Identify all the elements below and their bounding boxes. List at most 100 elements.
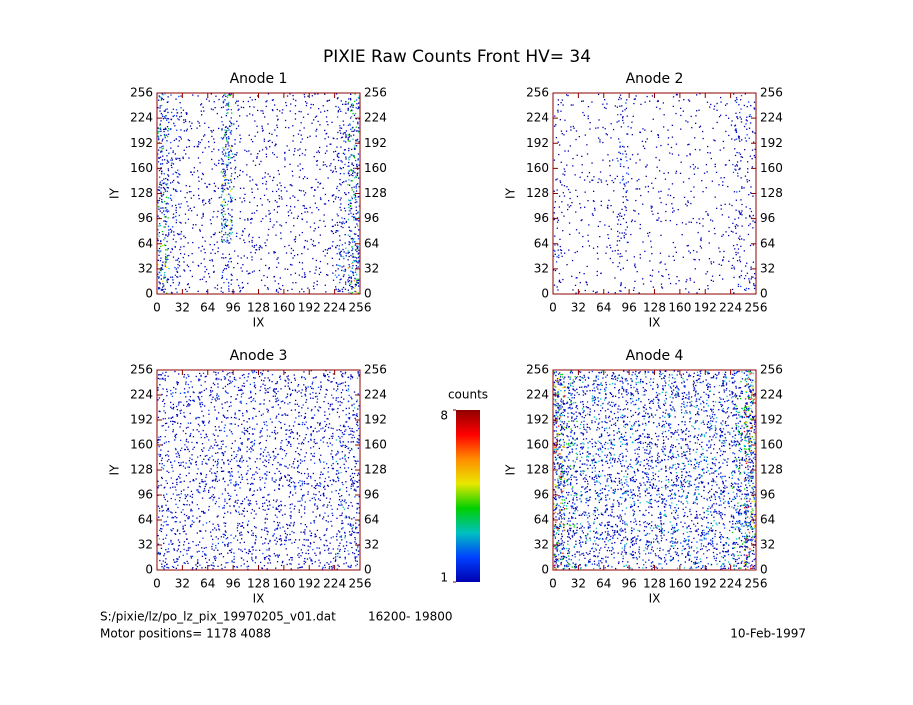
count-dot — [555, 137, 557, 139]
count-dot — [324, 564, 326, 566]
count-dot — [672, 96, 675, 98]
count-dot — [177, 382, 179, 384]
count-dot — [178, 373, 180, 375]
count-dot — [341, 436, 343, 438]
count-dot — [329, 442, 331, 444]
count-dot — [685, 281, 687, 283]
count-dot — [291, 170, 293, 172]
count-dot — [620, 283, 622, 285]
count-dot — [193, 194, 195, 197]
count-dot — [319, 482, 321, 484]
count-dot — [263, 140, 265, 142]
count-dot — [222, 162, 224, 165]
count-dot — [343, 274, 345, 276]
count-dot — [176, 271, 179, 273]
count-dot — [352, 170, 355, 172]
count-dot — [318, 547, 320, 549]
count-dot — [347, 103, 349, 105]
count-dot — [335, 230, 337, 232]
count-dot — [332, 557, 335, 559]
count-dot — [296, 217, 299, 219]
count-dot — [176, 558, 179, 560]
count-dot — [727, 185, 729, 188]
count-dot — [344, 455, 346, 458]
count-dot — [297, 466, 299, 468]
count-dot — [236, 527, 238, 529]
count-dot — [191, 458, 193, 461]
count-dot — [217, 210, 219, 212]
count-dot — [553, 206, 556, 209]
count-dot — [289, 538, 292, 541]
count-dot — [338, 258, 341, 260]
count-dot — [343, 508, 346, 510]
count-dot — [713, 105, 716, 107]
count-dot — [162, 418, 164, 420]
count-dot — [347, 441, 349, 443]
count-dot — [584, 191, 586, 193]
count-dot — [297, 215, 299, 217]
count-dot — [343, 463, 345, 465]
count-dot — [634, 210, 636, 212]
count-dot — [239, 534, 241, 536]
count-dot — [201, 420, 204, 422]
count-dot — [315, 516, 317, 518]
count-dot — [575, 229, 578, 231]
count-dot — [180, 222, 182, 224]
count-dot — [173, 421, 175, 423]
count-dot — [734, 225, 736, 228]
count-dot — [557, 249, 559, 251]
count-dot — [161, 289, 163, 291]
count-dot — [239, 291, 241, 293]
count-dot — [230, 227, 232, 229]
count-dot — [331, 508, 333, 510]
count-dot — [224, 99, 226, 101]
count-dot — [201, 497, 204, 499]
count-dot — [736, 98, 738, 101]
count-dot — [339, 279, 341, 281]
count-dot — [163, 133, 166, 136]
count-dot — [233, 552, 235, 554]
count-dot — [274, 129, 276, 131]
count-dot — [291, 477, 293, 479]
count-dot — [300, 141, 302, 143]
count-dot — [620, 98, 622, 100]
count-dot — [252, 449, 254, 451]
count-dot — [286, 554, 288, 556]
count-dot — [191, 520, 193, 522]
count-dot — [257, 109, 259, 112]
count-dot — [619, 256, 621, 258]
count-dot — [344, 548, 346, 550]
count-dot — [204, 182, 206, 185]
count-dot — [343, 265, 345, 267]
count-dot — [286, 444, 288, 446]
count-dot — [208, 521, 211, 523]
count-dot — [350, 154, 352, 156]
count-dot — [164, 135, 166, 137]
count-dot — [170, 406, 172, 408]
count-dot — [262, 451, 265, 453]
count-dot — [348, 149, 350, 152]
count-dot — [159, 210, 161, 212]
count-dot — [186, 192, 188, 194]
count-dot — [215, 476, 218, 478]
count-dot — [177, 118, 179, 120]
count-dot — [256, 205, 258, 207]
count-dot — [678, 280, 680, 282]
count-dot — [306, 468, 309, 470]
count-dot — [275, 508, 277, 510]
count-dot — [265, 455, 268, 457]
count-dot — [178, 494, 180, 496]
count-dot — [167, 455, 170, 457]
count-dot — [304, 529, 306, 531]
count-dot — [326, 145, 328, 147]
count-dot — [280, 540, 282, 542]
count-dot — [225, 446, 227, 448]
count-dot — [188, 121, 191, 123]
count-dot — [161, 163, 164, 165]
count-dot — [223, 163, 225, 165]
count-dot — [330, 505, 332, 507]
count-dot — [178, 140, 180, 142]
count-dot — [184, 467, 186, 469]
count-dot — [339, 440, 341, 442]
count-dot — [297, 149, 299, 151]
